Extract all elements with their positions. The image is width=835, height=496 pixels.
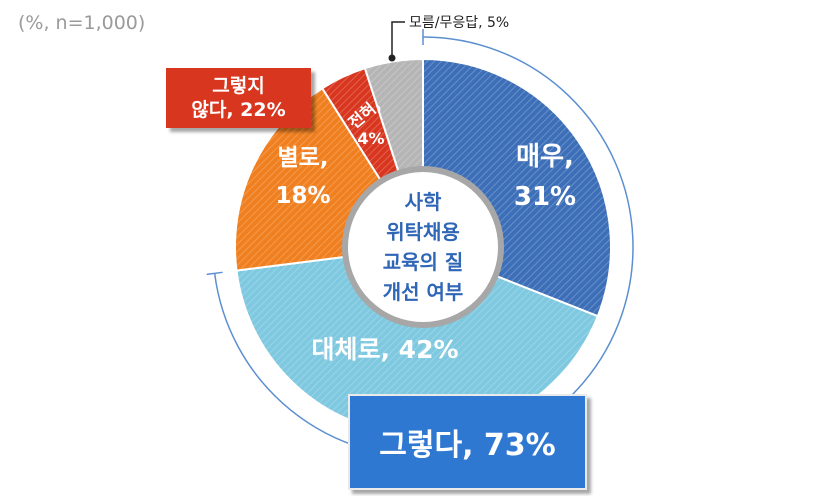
bracket-arc-yes: [213, 36, 634, 458]
leader-dot-unknown: [388, 54, 396, 62]
center-label-line-2: 교육의 질: [383, 250, 464, 274]
slice-hatch-mostly: [236, 247, 598, 435]
sample-note: (%, n=1,000): [18, 12, 146, 34]
center-label-line-1: 위탁채용: [386, 220, 460, 244]
slice-label-mostly: 대체로, 42%: [311, 335, 458, 364]
slice-value-very: 31%: [514, 182, 576, 212]
slice-labels: 매우,31%대체로, 42%별로,18%전혀,4%모름/무응답, 5%: [275, 15, 576, 364]
group-label-no-line1: 그렇지: [212, 75, 265, 97]
group-label-no: 그렇지 않다, 22%: [166, 68, 311, 128]
group-brackets: [206, 29, 634, 458]
slice-label-very: 매우,: [516, 142, 574, 172]
group-label-no-line2: 않다, 22%: [191, 99, 286, 121]
center-label-line-0: 사학: [405, 190, 442, 214]
slice-value-not-at-all: 4%: [357, 129, 384, 148]
slice-value-not-much: 18%: [275, 183, 330, 209]
group-label-yes-text: 그렇다, 73%: [379, 428, 556, 463]
slice-label-unknown: 모름/무응답, 5%: [409, 15, 509, 31]
center-label-line-3: 개선 여부: [383, 280, 464, 304]
center-circle: [342, 166, 504, 328]
bracket-tick-1: [206, 271, 223, 276]
slice-label-not-much: 별로,: [277, 145, 328, 171]
group-label-yes: 그렇다, 73%: [348, 394, 587, 490]
leader-line-unknown: [391, 21, 405, 56]
